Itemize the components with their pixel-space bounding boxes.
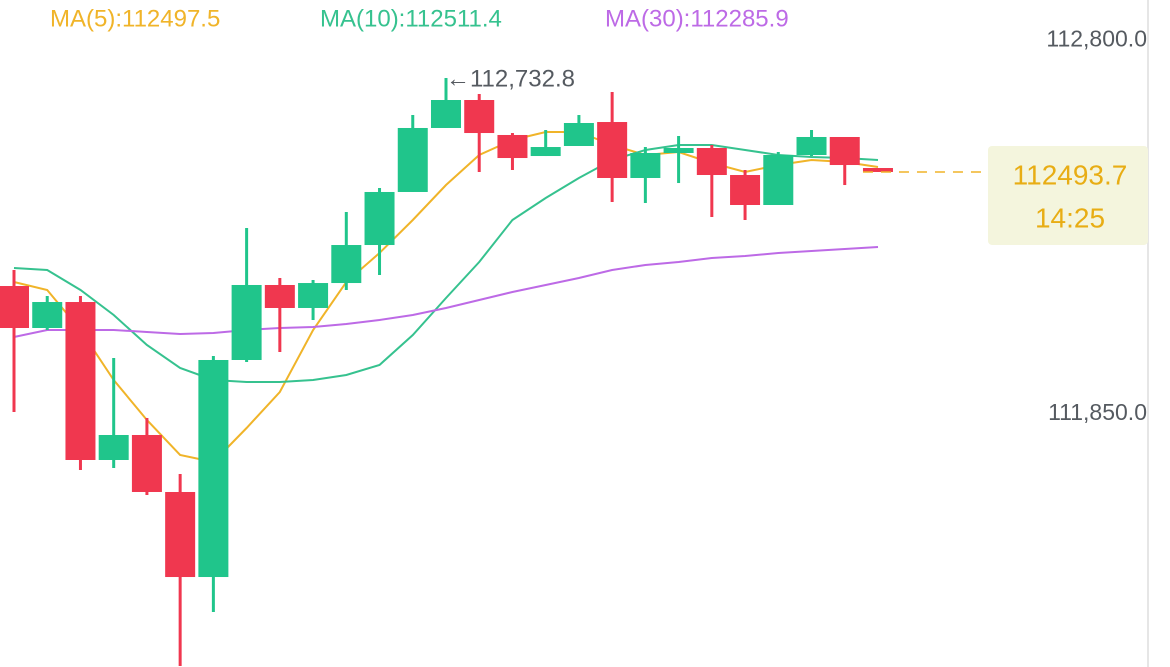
ma-line	[13, 246, 879, 338]
candle-body	[597, 122, 628, 178]
candle-body	[165, 491, 196, 578]
candle-body	[563, 122, 594, 146]
candle-body	[264, 284, 295, 308]
candle-body	[430, 100, 461, 128]
candle-body	[331, 245, 362, 284]
ma-line	[13, 144, 879, 383]
candle-body	[397, 127, 428, 192]
candle-body	[364, 191, 395, 246]
candle-body	[829, 136, 860, 166]
candle-body	[497, 134, 528, 159]
candle-body	[696, 147, 727, 176]
candle-body	[198, 359, 229, 578]
candle-body	[763, 154, 794, 205]
y-tick-label: 112,800.0	[1046, 26, 1147, 52]
candle-body	[862, 168, 893, 172]
candle-body	[730, 175, 761, 205]
legend-entry: MA(5):112497.5	[50, 5, 220, 32]
candle-body	[530, 147, 561, 157]
candle-body	[98, 434, 129, 460]
candle-body	[131, 434, 162, 492]
candle-body	[65, 302, 96, 460]
candle-body	[298, 283, 329, 308]
current-price-label: 112493.7	[1013, 159, 1128, 190]
ma-line	[13, 131, 879, 464]
candle-body	[464, 100, 495, 134]
candle-body	[0, 286, 29, 328]
y-tick-label: 111,850.0	[1048, 399, 1147, 425]
candle-body	[32, 302, 63, 328]
candle-body	[630, 152, 661, 178]
current-time-label: 14:25	[1035, 202, 1105, 233]
candle-body	[796, 136, 827, 155]
legend-entry: MA(10):112511.4	[320, 5, 502, 32]
legend: MA(5):112497.5 MA(10):112511.4 MA(30):1122…	[50, 5, 789, 32]
legend-entry: MA(30):112285.9	[605, 5, 789, 32]
current-price-box	[988, 145, 1148, 245]
high-annotation: ←112,732.8	[446, 65, 575, 92]
candle-body	[231, 284, 262, 360]
candle-body	[663, 147, 694, 153]
